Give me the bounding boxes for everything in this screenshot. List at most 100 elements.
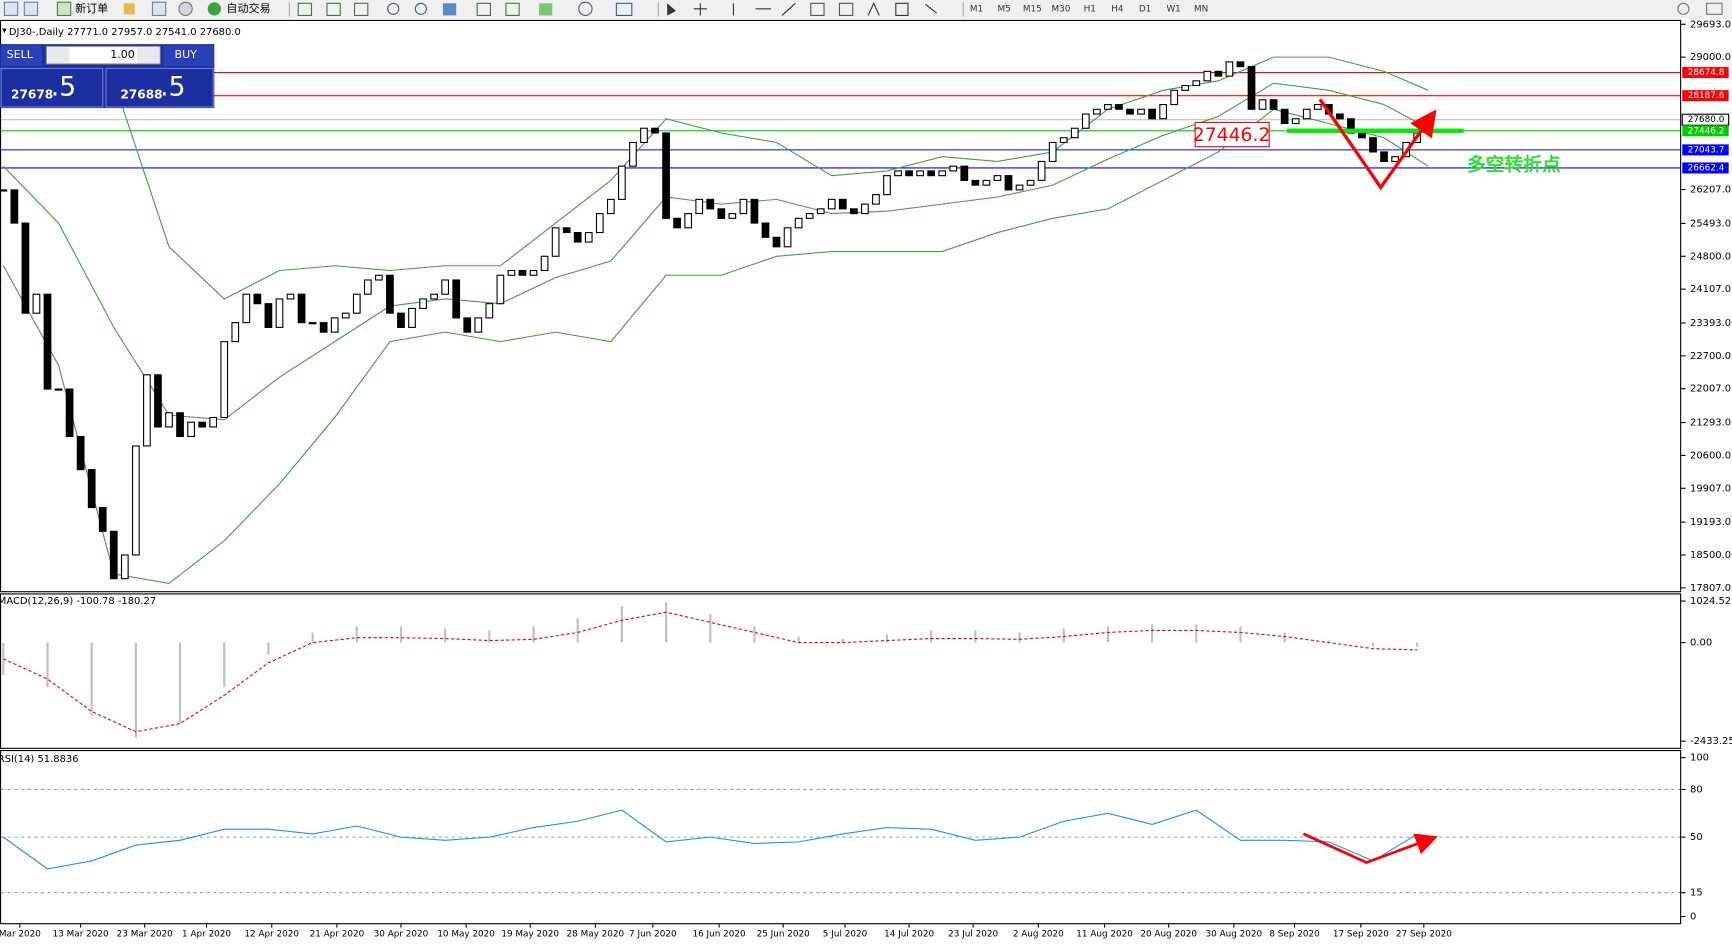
candle [187, 421, 195, 438]
candle [629, 141, 637, 167]
icon[interactable] [505, 2, 520, 16]
candle [982, 179, 991, 186]
timeframe-button[interactable]: MN [1194, 4, 1208, 14]
icon[interactable] [442, 3, 457, 16]
x-tick-label: 14 Jul 2020 [884, 930, 934, 940]
buy-label[interactable]: BUY [175, 48, 198, 61]
x-tick-label: 20 Aug 2020 [1140, 930, 1197, 940]
timeframe-button[interactable]: D1 [1139, 4, 1151, 14]
volume-down[interactable] [47, 47, 70, 63]
candle [1004, 175, 1013, 191]
auto-trading-button[interactable]: 自动交易 [226, 1, 270, 15]
candle [496, 274, 505, 305]
icon[interactable] [297, 2, 313, 16]
y-tick-label: 25493.0 [1690, 218, 1731, 229]
candle [463, 317, 472, 333]
annotation-text: 多空转折点 [1467, 153, 1561, 176]
y-tick-label: 1024.52 [1690, 596, 1731, 607]
label-tool[interactable] [895, 2, 909, 16]
candle [518, 269, 527, 276]
icon[interactable] [3, 1, 19, 16]
candle [1302, 108, 1311, 120]
crosshair-tool[interactable] [693, 3, 707, 16]
text-tool[interactable] [867, 1, 880, 16]
icon[interactable] [476, 2, 491, 16]
icon[interactable] [23, 1, 39, 16]
buy-price-box[interactable] [105, 67, 214, 108]
x-tick-label: 2 Aug 2020 [1013, 930, 1064, 940]
x-tick-label: 12 Apr 2020 [244, 930, 299, 940]
timeframe-button[interactable]: M5 [997, 4, 1010, 14]
candle [1291, 118, 1300, 125]
search-icon[interactable] [1677, 2, 1690, 15]
x-tick-label: 23 Mar 2020 [117, 930, 173, 940]
sell-button[interactable] [1, 45, 42, 67]
price-label-box [1682, 90, 1729, 102]
x-tick-label: 30 Apr 2020 [374, 930, 429, 940]
new-order-button[interactable]: 新订单 [75, 1, 108, 15]
timeframe-button[interactable]: H4 [1111, 4, 1124, 14]
icon[interactable] [838, 2, 854, 16]
timeframe-button[interactable]: H1 [1084, 4, 1096, 14]
candle [120, 554, 129, 580]
candle [1092, 108, 1101, 115]
candle [1081, 113, 1090, 129]
icon[interactable] [810, 2, 825, 16]
y-tick-label: 24107.0 [1690, 284, 1731, 295]
cursor-tool[interactable] [667, 3, 677, 16]
candle [728, 213, 737, 219]
timeframe-button[interactable]: M15 [1023, 4, 1042, 14]
icon[interactable] [539, 3, 553, 16]
collapse-arrow[interactable] [2, 28, 7, 34]
y-tick-label: 19193.0 [1690, 517, 1731, 528]
candle [43, 293, 52, 390]
candle [960, 165, 969, 181]
candle [297, 293, 306, 324]
candle [319, 322, 328, 333]
x-tick-label: 7 Jun 2020 [629, 930, 677, 940]
timeframe-button[interactable]: M30 [1052, 4, 1071, 14]
sell-price: 27678 [11, 87, 53, 101]
y-tick-label: 29693.0 [1690, 19, 1731, 30]
candle [1181, 85, 1190, 91]
icon[interactable] [354, 2, 369, 16]
trendline-tool[interactable] [781, 2, 796, 16]
y-tick-label: 50 [1690, 832, 1703, 843]
zoom-out[interactable] [414, 2, 427, 15]
candle [363, 279, 372, 295]
new-order-icon[interactable] [56, 1, 72, 16]
timeframe-button[interactable]: W1 [1166, 4, 1180, 14]
volume-up[interactable] [136, 47, 160, 63]
candle [783, 227, 792, 248]
volume-input[interactable] [45, 45, 161, 65]
sell-price-box[interactable] [0, 67, 104, 108]
candle [551, 227, 560, 257]
candle [1059, 137, 1068, 144]
candle [640, 127, 648, 144]
icon[interactable] [578, 1, 593, 16]
arrow-tool[interactable] [925, 3, 938, 14]
y-tick-label: 0 [1690, 912, 1696, 923]
candle [993, 175, 1002, 181]
candle [651, 127, 659, 134]
icon[interactable] [178, 1, 193, 16]
chat-icon[interactable] [1706, 2, 1723, 15]
icon[interactable] [326, 2, 341, 16]
auto-trading-icon[interactable] [207, 2, 221, 16]
candle [618, 165, 626, 200]
volume-value[interactable]: 1.00 [110, 48, 135, 61]
sell-price-fraction: .5 [51, 72, 76, 103]
sell-label[interactable]: SELL [7, 48, 34, 61]
zoom-in[interactable] [387, 2, 400, 15]
candle [540, 255, 549, 272]
icon[interactable] [151, 1, 167, 16]
icon[interactable] [615, 2, 633, 16]
candle [1115, 103, 1123, 110]
candle [176, 412, 184, 438]
candle [684, 213, 693, 229]
buy-button[interactable] [163, 45, 214, 67]
icon[interactable] [123, 3, 135, 15]
timeframe-button[interactable]: M1 [970, 4, 983, 14]
candle [209, 416, 218, 428]
signal-line [3, 611, 1418, 733]
